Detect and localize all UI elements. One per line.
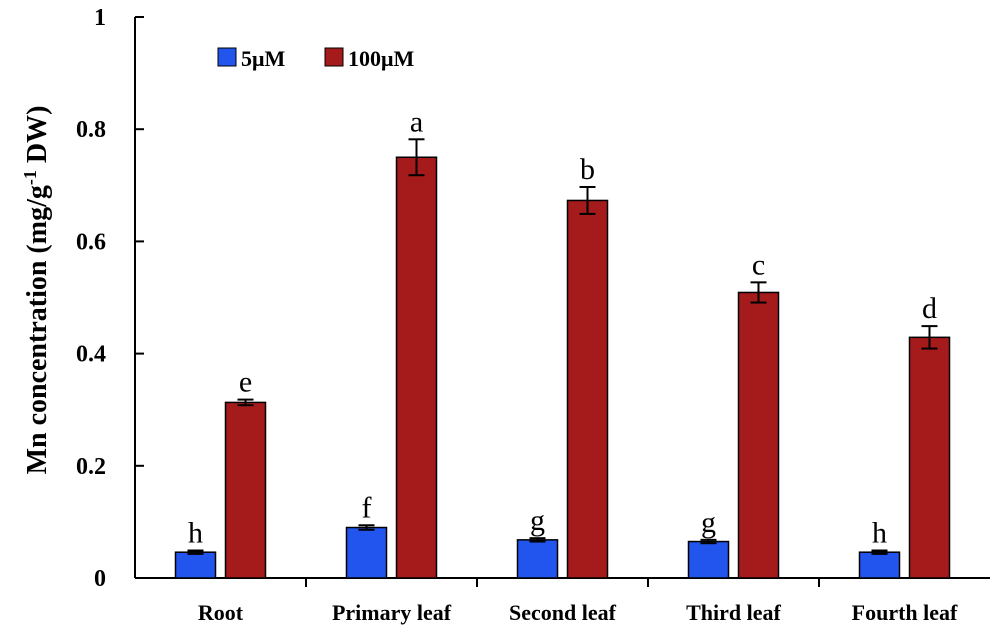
sig-label-5-m-root: h — [188, 517, 203, 550]
legend-label-5um: 5μM — [241, 46, 285, 71]
y-tick-label-1: 0.2 — [76, 454, 106, 480]
bar-5-m-primary-leaf — [345, 526, 388, 579]
bar-100-m-root — [224, 401, 267, 579]
y-tick-label-4: 0.8 — [76, 117, 106, 143]
sig-label-5-m-third-leaf: g — [701, 506, 716, 539]
y-axis-title: Mn concentration (mg/g-1 DW) — [20, 106, 53, 475]
bar-5-m-third-leaf — [687, 540, 730, 579]
y-tick-label-5: 1 — [94, 5, 106, 31]
y-axis-title-sup: -1 — [20, 170, 40, 185]
category-label-root: Root — [198, 600, 244, 625]
legend: 5μM 100μM — [217, 46, 414, 71]
bar-5-m-second-leaf — [516, 539, 559, 579]
legend-swatch-5um — [217, 47, 237, 67]
sig-label-100-m-second-leaf: b — [580, 153, 595, 186]
y-tick-label-3: 0.6 — [76, 229, 106, 255]
y-tick-label-2: 0.4 — [76, 342, 106, 368]
sig-label-100-m-third-leaf: c — [752, 248, 765, 281]
category-label-third-leaf: Third leaf — [686, 600, 781, 625]
bar-5-m-root — [174, 551, 217, 579]
category-label-fourth-leaf: Fourth leaf — [852, 600, 958, 625]
plot-area: 0 0.2 0.4 0.6 0.8 1 Root h e Primary leaf f a Second… — [76, 5, 990, 625]
legend-label-100um: 100μM — [348, 46, 414, 71]
sig-label-100-m-fourth-leaf: d — [922, 292, 937, 325]
sig-label-5-m-second-leaf: g — [530, 504, 545, 537]
bar-100-m-third-leaf — [737, 291, 780, 579]
bar-100-m-second-leaf — [566, 199, 609, 579]
sig-label-5-m-fourth-leaf: h — [872, 517, 887, 550]
y-axis-title-end: DW) — [22, 106, 53, 171]
sig-label-100-m-primary-leaf: a — [410, 105, 423, 138]
y-axis-title-main: Mn concentration (mg/g — [22, 185, 53, 474]
bar-5-m-fourth-leaf — [858, 551, 901, 579]
y-tick-label-0: 0 — [94, 566, 106, 592]
sig-label-100-m-root: e — [239, 366, 252, 399]
legend-swatch-100um — [324, 47, 344, 67]
bar-100-m-fourth-leaf — [908, 336, 951, 579]
sig-label-5-m-primary-leaf: f — [362, 491, 372, 524]
bar-100-m-primary-leaf — [395, 156, 438, 579]
category-label-second-leaf: Second leaf — [509, 600, 617, 625]
category-label-primary-leaf: Primary leaf — [332, 600, 452, 625]
